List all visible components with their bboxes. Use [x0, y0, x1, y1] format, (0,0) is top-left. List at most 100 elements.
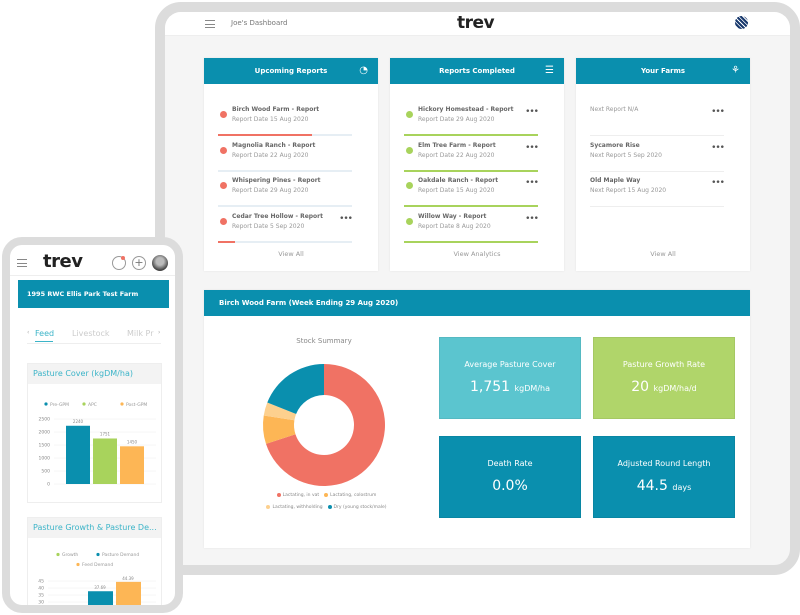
data-label: 1450 [127, 439, 138, 444]
item-date: Report Date 22 Aug 2020 [418, 151, 495, 159]
legend-swatch [120, 402, 124, 406]
data-label: 1751 [100, 431, 111, 436]
chart-title: Pasture Cover (kgDM/ha) [28, 364, 161, 384]
progress-line [404, 134, 538, 136]
item-date: Report Date 29 Aug 2020 [232, 187, 309, 194]
legend-label: Post-GPM [126, 402, 147, 408]
item-title: Old Maple Way [590, 177, 641, 184]
more-options-icon[interactable]: ••• [711, 178, 725, 188]
more-options-icon[interactable]: ••• [339, 213, 353, 224]
stat-value-row: 1,751 kgDM/ha [440, 379, 580, 395]
legend-swatch [324, 492, 329, 497]
list-item[interactable]: Sycamore Rise Next Report 5 Sep 2020 ••• [590, 138, 725, 172]
item-date: Report Date 15 Aug 2020 [232, 116, 309, 123]
donut-slice[interactable] [265, 364, 385, 486]
status-dot [220, 146, 227, 154]
stat-value: 0.0% [492, 478, 528, 494]
y-tick-label: 1500 [39, 443, 51, 449]
card-title: Upcoming Reports [254, 67, 328, 75]
tab-livestock[interactable]: Livestock [72, 329, 110, 338]
y-tick-label: 45 [38, 579, 44, 585]
grass-icon: ⚘ [731, 65, 740, 76]
list-item[interactable]: Old Maple Way Next Report 15 Aug 2020 ••• [590, 173, 725, 207]
legend-item[interactable]: Lactating, in vat [272, 492, 319, 498]
hamburger-icon[interactable] [17, 259, 27, 267]
donut-slice[interactable] [263, 415, 296, 444]
list-item[interactable]: Hickory Homestead - Report Report Date 29… [404, 102, 539, 136]
view-analytics-link[interactable]: View Analytics [453, 250, 501, 258]
more-options-icon[interactable]: ••• [525, 213, 539, 224]
bar[interactable] [88, 591, 113, 605]
more-options-icon[interactable]: ••• [525, 178, 539, 188]
progress-line [404, 205, 538, 207]
chart-title: Pasture Growth & Pasture De... [28, 518, 161, 538]
item-date: Report Date 15 Aug 2020 [418, 187, 495, 194]
pasture-growth-card: Pasture Growth & Pasture De... Growth Pas… [27, 517, 162, 605]
globe-icon[interactable] [735, 16, 748, 29]
add-icon[interactable]: + [132, 256, 146, 270]
stat-unit: kgDM/ha/d [653, 384, 697, 393]
list-item[interactable]: Birch Wood Farm - Report Report Date 15 A… [218, 102, 352, 136]
list-item[interactable]: Elm Tree Farm - Report Report Date 22 Aug… [404, 138, 539, 172]
item-title: Birch Wood Farm - Report [232, 106, 320, 113]
bar[interactable] [116, 581, 141, 605]
progress-line [218, 240, 352, 243]
bar[interactable] [93, 438, 117, 484]
y-tick-label: 2000 [39, 430, 51, 436]
status-dot [220, 182, 227, 189]
data-label: 37.69 [94, 585, 106, 590]
item-title: Sycamore Rise [590, 141, 640, 149]
legend-label: Pre-GPM [50, 402, 69, 408]
tab-scroll-right[interactable]: › [158, 329, 161, 336]
progress-line [590, 135, 724, 136]
legend-item[interactable]: Dry (young stock/male) [323, 504, 387, 510]
more-options-icon[interactable]: ••• [525, 142, 539, 153]
view-all-link[interactable]: View All [278, 250, 304, 258]
list-item[interactable]: Willow Way - Report Report Date 8 Aug 202… [404, 209, 539, 243]
trev-logo: trev [43, 251, 83, 272]
list-item[interactable]: Oakdale Ranch - Report Report Date 15 Aug… [404, 173, 539, 207]
summary-title: Birch Wood Farm (Week Ending 29 Aug 2020… [219, 299, 399, 307]
tab-scroll-left[interactable]: ‹ [27, 329, 30, 336]
status-dot [406, 111, 413, 118]
bar[interactable] [66, 425, 90, 484]
pasture-cover-chart: Pre-GPM APC Post-GPM 0 500 1000 1500 2000 2500 22… [39, 402, 156, 488]
stat-tile: Pasture Growth Rate 20 kgDM/ha/d [593, 337, 735, 419]
item-date: Report Date 22 Aug 2020 [232, 151, 309, 159]
y-tick-label: 40 [38, 586, 44, 592]
reports-completed-card: Reports Completed ☰ Hickory Homestead - R… [390, 58, 564, 271]
more-options-icon[interactable]: ••• [525, 107, 539, 117]
legend-label: Pasture Demand [102, 552, 139, 558]
tab-feed[interactable]: Feed [35, 329, 55, 338]
list-item[interactable]: Magnolia Ranch - Report Report Date 22 Au… [218, 138, 352, 172]
legend-swatch [44, 402, 48, 406]
dashboard-title: Joe's Dashboard [231, 19, 288, 27]
trev-logo: trev [457, 13, 495, 33]
progress-line [218, 169, 352, 172]
stat-tile: Death Rate 0.0% [439, 436, 581, 518]
donut-slice[interactable] [267, 364, 324, 414]
view-all-farms-link[interactable]: View All [650, 250, 676, 258]
list-item[interactable]: Whispering Pines - Report Report Date 29 … [218, 173, 352, 207]
hamburger-icon[interactable] [205, 20, 215, 28]
notification-icon[interactable] [112, 256, 126, 270]
legend-label: Dry (young stock/male) [333, 505, 387, 510]
donut-slice[interactable] [263, 402, 297, 421]
stock-summary-donut [263, 364, 385, 486]
upcoming-reports-card: Upcoming Reports ◔ Birch Wood Farm - Repo… [204, 58, 378, 271]
bar[interactable] [120, 446, 144, 484]
item-title: Magnolia Ranch - Report [232, 141, 316, 149]
pasture-cover-card: Pasture Cover (kgDM/ha) Pre-GPM APC Post-G… [27, 363, 162, 503]
more-options-icon[interactable]: ••• [711, 142, 725, 153]
legend-item[interactable]: Lactating, colostrum [319, 492, 376, 498]
list-item[interactable]: Next Report N/A ••• [590, 102, 725, 136]
avatar[interactable] [152, 255, 168, 271]
y-tick-label: 0 [47, 482, 50, 488]
y-tick-label: 35 [38, 593, 44, 599]
more-options-icon[interactable]: ••• [711, 107, 725, 117]
item-date: Report Date 8 Aug 2020 [418, 222, 491, 230]
data-label: 2240 [73, 419, 84, 424]
tab-milk[interactable]: Milk Pr [127, 329, 154, 338]
list-item[interactable]: Cedar Tree Hollow - Report Report Date 5 … [218, 209, 353, 243]
legend-item[interactable]: Lactating, withholding [261, 504, 323, 510]
